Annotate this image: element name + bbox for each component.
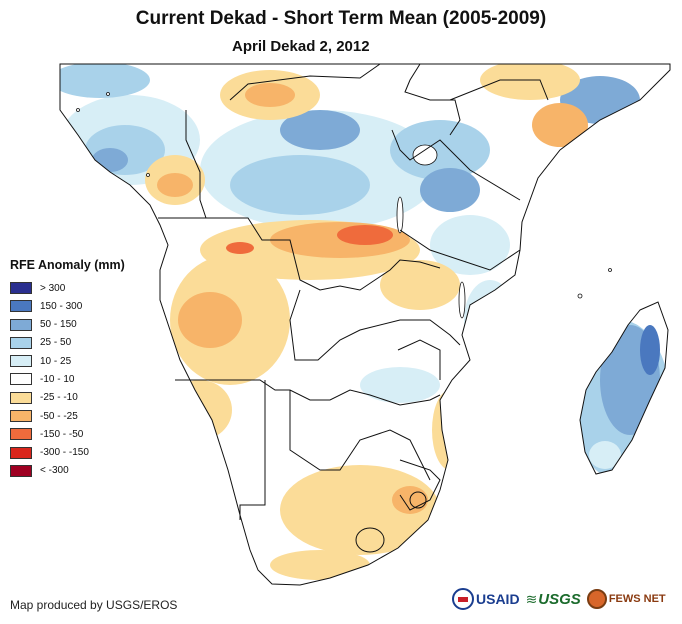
fews-logo-text: FEWS NET [608, 593, 666, 605]
border-swaziland [409, 491, 427, 509]
legend-swatch [10, 410, 32, 423]
legend-label: < -300 [40, 465, 69, 477]
border [404, 63, 461, 136]
legend-swatch [10, 464, 32, 477]
anomaly-zone-blue-central [230, 155, 370, 215]
anomaly-zone-orange-angola [178, 292, 242, 348]
border [229, 63, 381, 101]
anomaly-zone-madagascar-dark [640, 325, 660, 375]
legend-item: 50 - 150 [10, 317, 160, 333]
anomaly-zone-light-blue-lake [430, 215, 510, 275]
anomaly-zone-yellow-southcoast [270, 550, 370, 580]
border [175, 379, 441, 406]
fews-badge-icon [586, 589, 607, 609]
anomaly-zone-yellow-zambia [380, 260, 460, 310]
anomaly-zone-madagascar-south [589, 441, 621, 469]
legend-item: -150 - -50 [10, 426, 160, 442]
usgs-waves-icon: ≋ [525, 590, 538, 607]
logo-strip: USAID ≋ USGS FEWS NET [452, 582, 678, 616]
legend-label: -10 - 10 [40, 373, 75, 385]
island [577, 293, 583, 299]
island [76, 108, 80, 112]
legend-title: RFE Anomaly (mm) [10, 258, 125, 272]
border-lesotho [355, 527, 385, 553]
usaid-seal-icon [452, 588, 474, 610]
anomaly-zone-yellow-south [280, 465, 440, 555]
border [399, 229, 521, 271]
legend-item: -300 - -150 [10, 445, 160, 461]
anomaly-zone-red-band [337, 225, 393, 245]
anomaly-zone-red-band-2 [226, 242, 254, 254]
legend-item: -10 - 10 [10, 371, 160, 387]
legend-swatch [10, 428, 32, 441]
legend-label: 150 - 300 [40, 300, 83, 312]
anomaly-zone-light-blue-south [360, 367, 440, 403]
legend-item: -25 - -10 [10, 390, 160, 406]
border [449, 79, 549, 101]
border [391, 129, 521, 201]
legend-label: -25 - -10 [40, 392, 78, 404]
legend-item: 25 - 50 [10, 335, 160, 351]
country-borders [158, 63, 549, 553]
lake-tanganyika [396, 196, 404, 234]
legend-swatch [10, 282, 32, 294]
usaid-logo: USAID [452, 588, 520, 610]
legend-items: > 300 150 - 300 50 - 150 25 - 50 10 - 25 -10 … [10, 280, 160, 479]
legend-label: 25 - 50 [40, 337, 72, 349]
credit-text: Map produced by USGS/EROS [10, 598, 178, 612]
border [399, 459, 441, 511]
lake-victoria [412, 144, 438, 166]
legend-item: < -300 [10, 463, 160, 479]
legend-item: -50 - -25 [10, 408, 160, 424]
border [289, 390, 431, 481]
islands [76, 92, 612, 299]
lake-malawi [458, 281, 466, 319]
legend-label: > 300 [40, 282, 66, 294]
legend-label: -50 - -25 [40, 410, 78, 422]
island [146, 173, 150, 177]
usaid-logo-text: USAID [476, 591, 520, 607]
anomaly-zone-yellow-namibia [168, 380, 232, 440]
legend-label: 10 - 25 [40, 355, 72, 367]
legend-label: -150 - -50 [40, 428, 84, 440]
anomaly-zone-yellow-east [432, 390, 468, 470]
map-subtitle: April Dekad 2, 2012 [232, 38, 370, 55]
legend-swatch [10, 446, 32, 459]
anomaly-zone-orange-north [245, 83, 295, 107]
usgs-logo: ≋ USGS [526, 591, 581, 608]
anomaly-zone-blue-central-2 [280, 110, 360, 150]
legend-swatch [10, 336, 32, 349]
anomaly-zone-light-blue-east [464, 280, 516, 360]
border [289, 289, 461, 361]
border [397, 339, 441, 380]
anomaly-zone-orange-west [157, 173, 193, 197]
legend-item: > 300 [10, 280, 160, 296]
legend-swatch [10, 300, 32, 313]
legend-swatch [10, 391, 32, 404]
legend-label: -300 - -150 [40, 447, 89, 459]
map-title: Current Dekad - Short Term Mean (2005-20… [135, 8, 547, 29]
legend-item: 10 - 25 [10, 353, 160, 369]
anomaly-zone-blue-west-2 [92, 148, 128, 172]
anomaly-field [60, 64, 670, 580]
border [185, 110, 207, 219]
anomaly-zone-blue-central-4 [420, 168, 480, 212]
fews-logo: FEWS NET [586, 589, 666, 609]
legend-swatch [10, 355, 32, 368]
usgs-logo-text: USGS [538, 590, 581, 608]
island [106, 92, 110, 96]
anomaly-zone-orange-ne [532, 103, 588, 147]
border [239, 380, 266, 520]
border [158, 217, 441, 291]
lakes [396, 144, 466, 319]
island [608, 268, 612, 272]
legend-item: 150 - 300 [10, 298, 160, 314]
legend-swatch [10, 318, 32, 331]
legend-label: 50 - 150 [40, 319, 77, 331]
anomaly-zone-light-blue-north [60, 64, 150, 98]
legend: RFE Anomaly (mm) > 300 150 - 300 50 - 150 2… [10, 258, 160, 481]
legend-swatch [10, 373, 32, 386]
